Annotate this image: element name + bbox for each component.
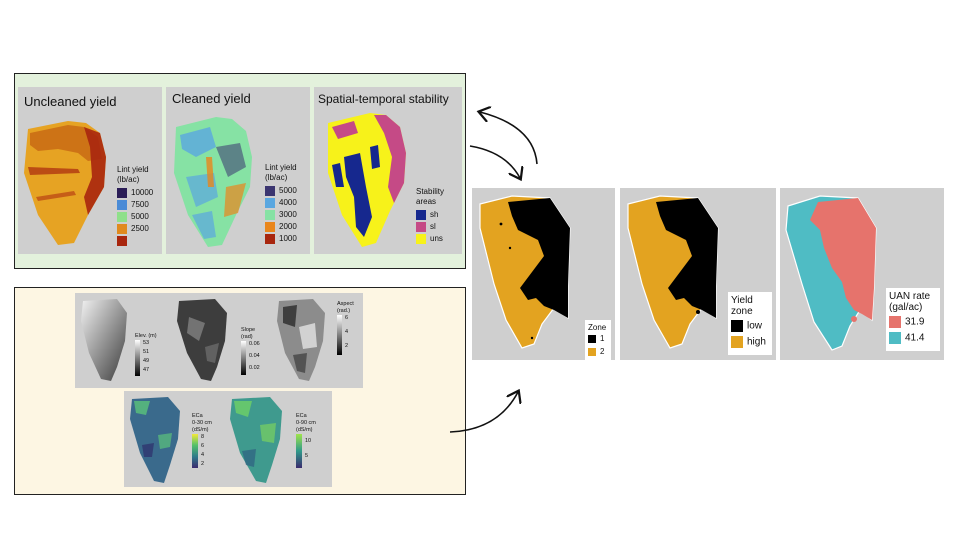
eca-0-30-map (130, 397, 180, 483)
legend-title: Yield zone (731, 295, 753, 317)
arrow-back-to-yield (480, 112, 538, 165)
uncleaned-yield-map (24, 121, 106, 245)
stability-legend: Stability areas sh sl uns (416, 187, 460, 246)
legend-swatch (889, 332, 901, 344)
legend-item: 2 (588, 347, 608, 360)
legend-item: 1 (588, 334, 608, 347)
cleaned-yield-panel: Cleaned yield Lint yield (lb/ac) 5000 40… (166, 87, 310, 254)
legend-title: Zone (588, 323, 607, 332)
legend-swatch (416, 210, 426, 220)
panel-title: Cleaned yield (172, 91, 251, 106)
yield-zone-panel: Yield zone low high (620, 188, 776, 360)
aspect-map (277, 299, 325, 381)
legend-title: Lint yield (lb/ac) (117, 165, 149, 184)
legend-item: 5000 (265, 186, 309, 198)
flow-arrows (449, 100, 538, 433)
terrain-strip: Elev. (m) 53 51 49 47 Slope (rad) 0.06 0… (75, 293, 363, 388)
aspect-legend: Aspect (rad.) 6 4 2 (337, 301, 354, 355)
legend-swatch (588, 347, 596, 356)
slope-map (177, 299, 227, 381)
aspect-colorbar (337, 315, 342, 355)
stability-panel: Spatial-temporal stability Stability are… (314, 87, 462, 254)
legend-swatch (731, 336, 743, 348)
legend-item: sl (416, 222, 460, 234)
yield-zone-legend: Yield zone low high (728, 292, 772, 355)
eca-0-30-legend: ECa 0-30 cm (dS/m) 8 6 4 2 (192, 413, 212, 468)
arrow-from-covariates (449, 392, 518, 433)
legend-swatch (265, 198, 275, 208)
legend-item: 31.9 (889, 316, 937, 332)
zone-panel: Zone 1 2 (472, 188, 615, 363)
arrow-to-zones (469, 145, 520, 178)
uncleaned-yield-panel: Uncleaned yield Lint yield (lb/ac) 10000… (18, 87, 162, 254)
legend-swatch (265, 210, 275, 220)
lint-yield-legend: Lint yield (lb/ac) 10000 7500 5000 2500 (117, 165, 161, 248)
elevation-legend: Elev. (m) 53 51 49 47 (135, 333, 157, 376)
legend-swatch (889, 316, 901, 328)
zone-map (479, 195, 571, 349)
legend-swatch (117, 188, 127, 198)
legend-item: 4000 (265, 198, 309, 210)
panel-title: Spatial-temporal stability (318, 92, 449, 106)
legend-swatch (117, 236, 127, 246)
yield-zone-map (627, 195, 719, 349)
legend-swatch (117, 200, 127, 210)
elevation-colorbar (135, 340, 140, 376)
legend-item: 2500 (117, 224, 161, 236)
legend-item: 10000 (117, 188, 161, 200)
slope-legend: Slope (rad) 0.06 0.04 0.02 (241, 327, 260, 375)
legend-swatch (117, 212, 127, 222)
legend-item: 2000 (265, 222, 309, 234)
legend-title: UAN rate (gal/ac) (889, 291, 931, 313)
legend-swatch (265, 186, 275, 196)
legend-title: Lint yield (lb/ac) (265, 163, 297, 182)
legend-title: Stability areas (416, 187, 445, 206)
eca-0-90-map (230, 397, 282, 483)
legend-swatch (731, 320, 743, 332)
eca-0-30-colorbar (192, 434, 198, 468)
zone-legend: Zone 1 2 (585, 320, 611, 363)
cleaned-yield-map (174, 117, 252, 247)
uan-rate-legend: UAN rate (gal/ac) 31.9 41.4 (886, 288, 940, 351)
uan-rate-map (785, 195, 877, 351)
legend-item: 3000 (265, 210, 309, 222)
legend-item: high (731, 336, 769, 352)
eca-0-90-legend: ECa 0-90 cm (dS/m) 10 5 (296, 413, 316, 468)
legend-item: 7500 (117, 200, 161, 212)
legend-swatch (265, 234, 275, 244)
legend-item: 41.4 (889, 332, 937, 348)
eca-strip: ECa 0-30 cm (dS/m) 8 6 4 2 ECa 0-90 cm (… (124, 391, 332, 487)
legend-item: sh (416, 210, 460, 222)
legend-swatch (117, 224, 127, 234)
legend-item (117, 236, 161, 248)
uan-rate-panel: UAN rate (gal/ac) 31.9 41.4 (780, 188, 944, 360)
stability-map (328, 113, 406, 247)
legend-item: 5000 (117, 212, 161, 224)
legend-swatch (588, 334, 596, 343)
legend-item: low (731, 320, 769, 336)
slope-colorbar (241, 341, 246, 375)
lint-yield-legend: Lint yield (lb/ac) 5000 4000 3000 2000 1… (265, 163, 309, 246)
legend-item: 1000 (265, 234, 309, 246)
eca-0-90-colorbar (296, 434, 302, 468)
elevation-map (81, 299, 127, 381)
legend-swatch (416, 234, 426, 244)
legend-swatch (416, 222, 426, 232)
legend-swatch (265, 222, 275, 232)
legend-item: uns (416, 234, 460, 246)
panel-title: Uncleaned yield (24, 94, 117, 109)
